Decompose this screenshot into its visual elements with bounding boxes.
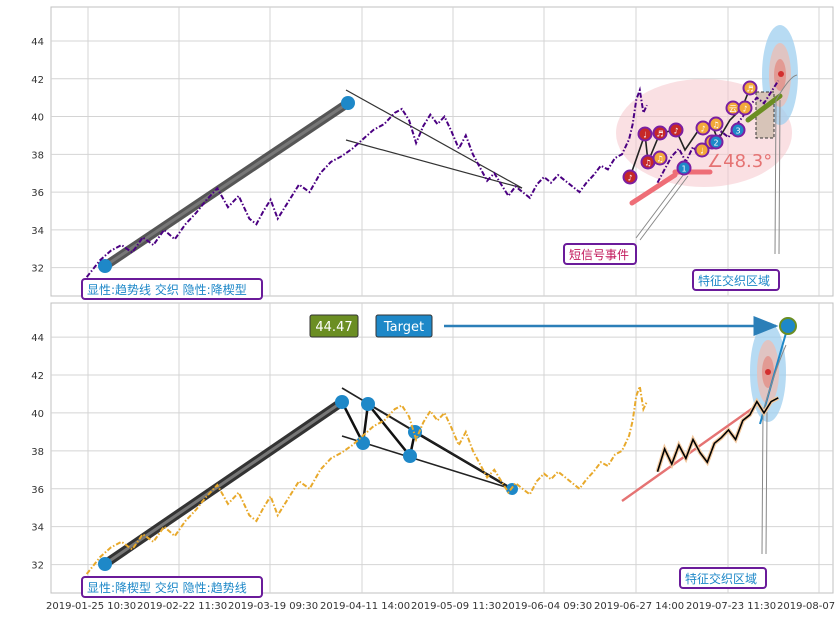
trendline-core <box>104 400 343 566</box>
top-zone-label: 特征交织区域 <box>692 269 780 291</box>
target-center-dot <box>765 369 771 375</box>
series-line <box>656 80 780 184</box>
event-icon-glyph: 云 <box>729 105 737 114</box>
event-icon <box>737 100 753 116</box>
event-icon-glyph: ♪ <box>627 174 632 183</box>
bottom-zone-label: 特征交织区域 <box>679 567 767 589</box>
y-tick-label: 32 <box>31 264 44 275</box>
event-icon <box>676 160 692 176</box>
y-tick-label: 34 <box>31 226 44 237</box>
y-tick-label: 38 <box>31 447 44 458</box>
x-tick-label: 2019-08-07 13:00 <box>777 601 839 612</box>
y-tick-label: 32 <box>31 561 44 572</box>
angle-label: ∠48.3° <box>707 151 772 172</box>
trend-end-marker <box>341 96 355 110</box>
event-icon-glyph: ♩ <box>643 131 647 140</box>
target-center-dot <box>778 71 784 77</box>
wedge-lower-line <box>341 435 513 490</box>
event-label: 短信号事件 <box>563 243 637 265</box>
wedge-inner-line <box>367 403 416 433</box>
event-icon-glyph: ♪ <box>673 127 678 136</box>
y-tick-label: 36 <box>31 188 44 199</box>
event-icon <box>652 125 668 141</box>
price-badge: 44.47 <box>309 314 359 338</box>
series-line <box>85 86 648 278</box>
y-tick-label: 42 <box>31 75 44 86</box>
x-tick-label: 2019-05-09 11:30 <box>411 601 501 612</box>
top-pattern-label-text: 显性:趋势线 交织 隐性:降楔型 <box>87 282 247 297</box>
x-tick-label: 2019-03-19 09:30 <box>228 601 318 612</box>
wedge-vertex-marker <box>335 395 349 409</box>
top-zone-label-text: 特征交织区域 <box>698 273 770 288</box>
event-icon-glyph: ♫ <box>712 121 719 130</box>
event-icon-glyph: 1 <box>681 165 686 174</box>
event-icon <box>652 150 668 166</box>
y-tick-label: 40 <box>31 409 44 420</box>
x-tick-label: 2019-04-11 14:00 <box>320 601 410 612</box>
top-pattern-label: 显性:趋势线 交织 隐性:降楔型 <box>81 278 263 300</box>
y-tick-label: 36 <box>31 485 44 496</box>
y-tick-label: 44 <box>31 333 44 344</box>
bottom-pattern-label-text: 显性:降楔型 交织 隐性:趋势线 <box>87 580 247 595</box>
event-icon-glyph: ♬ <box>656 130 663 139</box>
series-line <box>85 382 648 575</box>
wedge-upper-line <box>345 89 523 189</box>
event-icon-glyph: 3 <box>735 127 740 136</box>
event-icon-glyph: 2 <box>713 139 718 148</box>
trend-start-marker <box>98 557 112 571</box>
event-icon-glyph: ♪ <box>700 125 705 134</box>
event-icon <box>637 126 653 142</box>
wedge-lower-line <box>345 139 523 189</box>
event-icon <box>742 80 758 96</box>
salmon-trend <box>629 172 678 206</box>
x-tick-label: 2019-07-23 11:30 <box>686 601 776 612</box>
event-callout-arrow <box>635 173 689 241</box>
salmon-trend <box>621 402 761 502</box>
target-badge-text: Target <box>383 320 424 335</box>
trendline-core <box>104 101 349 268</box>
event-icon <box>694 142 710 158</box>
green-arrow-shaft <box>745 93 783 123</box>
target-badge: Target <box>375 314 433 338</box>
event-icon-glyph: ♬ <box>746 85 753 94</box>
x-tick-label: 2019-02-22 11:30 <box>137 601 227 612</box>
event-icon <box>708 116 724 132</box>
event-icon <box>668 122 684 138</box>
event-icon-glyph: ♩ <box>700 147 704 156</box>
y-tick-label: 34 <box>31 523 44 534</box>
y-tick-label: 42 <box>31 371 44 382</box>
price-badge-text: 44.47 <box>315 320 352 335</box>
event-icon-glyph: ♫ <box>656 155 663 164</box>
x-tick-label: 2019-06-04 09:30 <box>502 601 592 612</box>
trend-start-marker <box>98 259 112 273</box>
x-tick-label: 2019-01-25 10:30 <box>46 601 136 612</box>
event-icon <box>730 122 746 138</box>
event-icon-glyph: ♫ <box>644 159 651 168</box>
wedge-vertex-marker <box>356 436 370 450</box>
wedge-vertex-marker <box>403 449 417 463</box>
x-tick-label: 2019-06-27 14:00 <box>594 601 684 612</box>
target-marker <box>779 317 797 335</box>
event-label-text: 短信号事件 <box>569 248 629 262</box>
wedge-vertex-marker <box>408 425 422 439</box>
event-icon <box>695 120 711 136</box>
y-tick-label: 40 <box>31 113 44 124</box>
y-tick-label: 44 <box>31 37 44 48</box>
bottom-zone-label-text: 特征交织区域 <box>685 571 757 586</box>
event-icon <box>622 169 638 185</box>
bottom-pattern-label: 显性:降楔型 交织 隐性:趋势线 <box>81 576 263 598</box>
y-tick-label: 38 <box>31 150 44 161</box>
event-icon <box>708 134 724 150</box>
zone-callout-arrow <box>774 74 798 255</box>
event-icon-glyph: ♪ <box>742 105 747 114</box>
wedge-vertex-marker <box>361 397 375 411</box>
series-line <box>656 397 779 472</box>
